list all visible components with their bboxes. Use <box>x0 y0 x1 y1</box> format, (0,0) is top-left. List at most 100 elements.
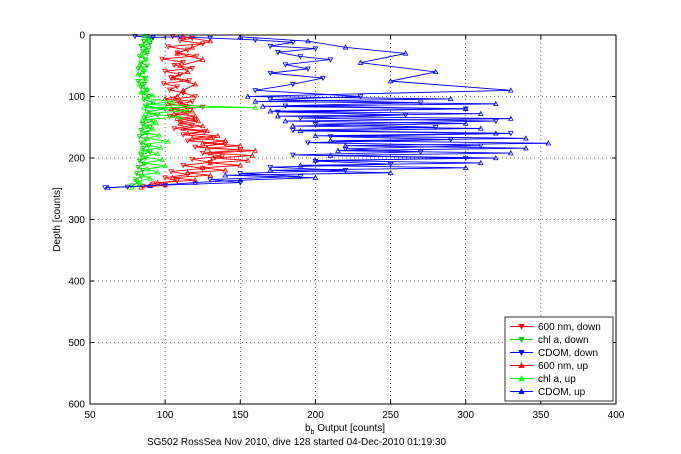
data-point <box>138 89 144 95</box>
data-point <box>312 174 319 180</box>
data-point <box>252 98 259 104</box>
data-point <box>142 56 149 62</box>
x-axis-label: bb Output [counts] <box>305 423 385 436</box>
data-point <box>139 41 146 47</box>
data-point <box>297 127 304 134</box>
data-point <box>162 162 169 169</box>
x-tick-label: 100 <box>157 410 174 421</box>
data-point <box>147 175 153 181</box>
data-point <box>139 48 146 55</box>
data-point <box>267 165 274 171</box>
data-point <box>168 75 175 81</box>
data-point <box>237 180 244 186</box>
data-point <box>282 118 289 124</box>
legend-label: chl a, up <box>538 374 576 385</box>
data-point <box>177 62 184 68</box>
legend-label: CDOM, up <box>538 387 586 398</box>
data-point <box>174 50 181 56</box>
y-tick-label: 0 <box>79 31 85 42</box>
data-point <box>184 110 191 117</box>
data-point <box>462 120 469 126</box>
data-point <box>462 105 469 111</box>
y-tick-label: 600 <box>68 400 85 411</box>
data-point <box>141 69 147 75</box>
data-point <box>507 150 514 156</box>
data-point <box>342 146 349 152</box>
legend-marker <box>518 388 525 394</box>
series-4 <box>129 33 259 190</box>
data-point <box>136 61 143 67</box>
data-point <box>305 140 311 146</box>
data-point <box>180 90 187 96</box>
data-point <box>327 152 334 158</box>
data-point <box>312 158 319 165</box>
data-point <box>237 171 244 177</box>
data-point <box>180 87 187 93</box>
data-point <box>169 98 176 104</box>
data-point <box>492 154 499 161</box>
data-point <box>207 159 214 166</box>
data-point <box>335 147 341 153</box>
x-axis-label-rest: Output [counts] <box>314 423 385 434</box>
data-point <box>139 116 146 123</box>
series-layer <box>102 33 552 191</box>
legend-label: 600 nm, down <box>538 322 601 333</box>
x-tick-label: 50 <box>84 410 96 421</box>
y-tick-label: 500 <box>68 338 85 349</box>
data-point <box>189 135 196 141</box>
axis-ticks: 50 100 150 200 250 300 350 400 0 100 200 300 400 500 6… <box>68 31 624 422</box>
data-point <box>156 132 163 138</box>
data-point <box>144 34 150 40</box>
data-point <box>199 140 206 146</box>
x-axis-label-main: b <box>305 423 311 434</box>
data-point <box>522 145 529 151</box>
data-point <box>290 122 296 129</box>
data-point <box>282 62 289 68</box>
data-point <box>165 138 172 144</box>
data-point <box>290 82 296 88</box>
data-point <box>249 152 256 158</box>
series-line <box>141 36 256 188</box>
data-point <box>477 110 484 116</box>
data-point <box>210 154 217 161</box>
data-point <box>267 167 274 173</box>
data-point <box>133 171 140 177</box>
data-point <box>447 95 454 102</box>
data-point <box>237 177 244 183</box>
data-point <box>174 93 181 99</box>
data-point <box>342 168 349 174</box>
data-point <box>171 126 178 132</box>
data-point <box>432 68 439 75</box>
data-point <box>166 87 173 93</box>
data-point <box>177 101 184 107</box>
data-point <box>157 144 164 150</box>
y-tick-label: 300 <box>68 215 85 226</box>
data-point <box>105 184 111 190</box>
data-point <box>192 94 199 100</box>
series-2 <box>102 34 514 191</box>
data-point <box>192 117 199 123</box>
data-point <box>142 76 149 82</box>
data-point <box>477 159 484 166</box>
data-point <box>184 138 191 144</box>
data-point <box>204 127 211 134</box>
series-5 <box>105 33 552 190</box>
data-point <box>267 43 274 50</box>
data-point <box>144 135 150 141</box>
data-point <box>171 110 178 116</box>
data-point <box>192 113 199 119</box>
data-point <box>192 81 199 87</box>
data-point <box>267 70 274 77</box>
data-point <box>144 46 150 52</box>
data-point <box>135 165 141 171</box>
data-point <box>165 100 172 107</box>
data-point <box>207 150 214 156</box>
data-point <box>214 132 221 139</box>
data-point <box>477 125 484 131</box>
data-point <box>290 128 296 134</box>
y-axis-label: Depth [counts] <box>52 187 63 252</box>
data-point <box>274 109 281 115</box>
data-point <box>168 105 175 111</box>
data-point <box>180 163 187 169</box>
data-point <box>150 92 156 98</box>
